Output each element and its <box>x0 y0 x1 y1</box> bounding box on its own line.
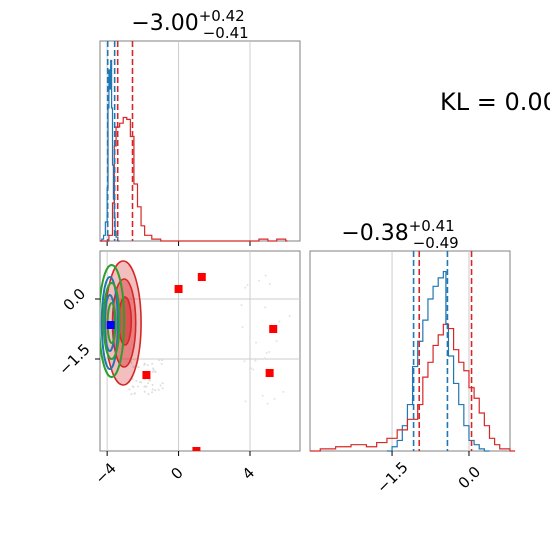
sample-point <box>133 358 136 361</box>
sample-point <box>288 315 291 318</box>
red-square-marker <box>265 369 274 377</box>
sample-point <box>258 279 261 282</box>
sample-point <box>252 368 255 371</box>
sample-point <box>151 370 154 373</box>
marginal-y-title: −0.38+0.41 −0.49 <box>341 217 458 252</box>
sample-point <box>147 393 150 396</box>
marginal-y-histograms <box>310 270 516 452</box>
sample-point <box>268 283 271 286</box>
sample-point <box>133 392 136 395</box>
x-tick-label: −1.5 <box>373 458 411 496</box>
sample-point <box>263 357 266 360</box>
sample-point <box>264 306 267 309</box>
sample-point <box>261 394 264 397</box>
sample-point <box>158 359 161 362</box>
sample-point <box>243 360 246 363</box>
sample-point <box>132 365 135 368</box>
x-tick-label: 0 <box>167 464 186 483</box>
red-square-marker <box>269 325 278 333</box>
sample-point <box>130 360 133 363</box>
sample-point <box>135 379 138 382</box>
y-tick-label: 0.0 <box>60 285 90 315</box>
red-square-marker <box>192 447 201 451</box>
sample-point <box>146 364 149 367</box>
sample-point <box>246 284 249 287</box>
joint-panel: −4 0 4 0.0 −1.5 <box>55 250 301 488</box>
sample-point <box>160 363 163 366</box>
blue-contour <box>100 276 119 370</box>
sample-point <box>151 383 154 386</box>
sample-point <box>255 341 258 344</box>
sample-point <box>151 362 154 365</box>
sample-point <box>264 274 267 277</box>
sample-point <box>161 359 164 362</box>
sample-point <box>240 304 243 307</box>
sample-point <box>244 286 247 289</box>
marginal-x-title: −3.00+0.42 −0.41 <box>131 7 248 42</box>
sample-point <box>278 320 281 323</box>
sample-point <box>151 388 154 391</box>
red-square-marker <box>197 273 206 281</box>
marginal-x-panel: −3.00+0.42 −0.41 <box>99 7 301 246</box>
sample-point <box>152 368 155 371</box>
sample-point <box>159 384 162 387</box>
blue-square-marker <box>106 321 115 329</box>
x-tick-label: 4 <box>239 464 258 483</box>
sample-point <box>143 362 146 365</box>
histogram-series <box>386 270 490 452</box>
sample-point <box>161 387 164 390</box>
green-contour <box>100 264 126 378</box>
sample-point <box>266 402 269 405</box>
sample-point <box>154 370 157 373</box>
sample-point <box>137 385 140 388</box>
marginal-y-grid <box>391 251 470 451</box>
sample-point <box>130 393 133 396</box>
y-tick-label: −1.5 <box>55 340 93 378</box>
sample-point <box>128 388 131 391</box>
sample-point <box>265 351 268 354</box>
sample-point <box>132 385 135 388</box>
sample-point <box>130 362 133 365</box>
histogram-series <box>100 59 120 242</box>
sample-point <box>248 409 251 412</box>
sample-point <box>250 367 253 370</box>
sample-point <box>241 325 244 328</box>
joint-x-ticks: −4 0 4 <box>91 451 258 488</box>
sample-point <box>147 382 150 385</box>
sample-point <box>254 359 257 362</box>
kl-label: KL = 0.00 <box>440 88 550 116</box>
sample-point <box>275 340 278 343</box>
sample-point <box>244 400 247 403</box>
sample-point <box>131 378 134 381</box>
marginal-y-quantile-lines <box>412 251 473 451</box>
joint-contours <box>100 260 142 386</box>
marginal-y-frame <box>309 250 511 452</box>
x-tick-label: 0.0 <box>455 463 485 493</box>
green-contour <box>102 282 121 360</box>
joint-background-points <box>127 274 291 412</box>
marginal-x-quantile-lines <box>106 41 134 241</box>
joint-markers <box>106 273 278 451</box>
sample-point <box>144 385 147 388</box>
sample-point <box>137 366 140 369</box>
sample-point <box>143 390 146 393</box>
joint-y-ticks: 0.0 −1.5 <box>55 285 100 379</box>
sample-point <box>157 388 160 391</box>
marginal-y-panel: −1.5 0.0 −0.38+0.41 −0.49 <box>309 217 516 497</box>
marginal-y-x-ticks: −1.5 0.0 <box>373 451 484 497</box>
sample-point <box>273 397 276 400</box>
sample-point <box>161 382 164 385</box>
red-square-marker <box>142 371 151 379</box>
histogram-series <box>310 323 516 452</box>
sample-point <box>282 390 285 393</box>
sample-point <box>154 389 157 392</box>
sample-point <box>139 381 142 384</box>
sample-point <box>268 350 271 353</box>
sample-point <box>151 391 154 394</box>
marginal-x-frame <box>99 40 301 242</box>
red-square-marker <box>174 285 183 293</box>
x-tick-label: −4 <box>91 459 119 487</box>
